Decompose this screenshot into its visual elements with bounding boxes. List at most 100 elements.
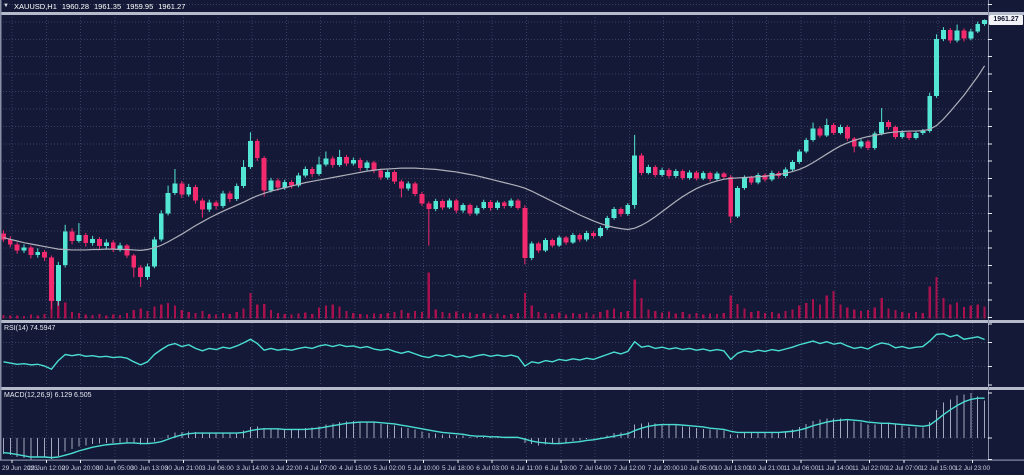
volume-bar: [578, 313, 581, 319]
ohlc-close: 1961.27: [158, 2, 186, 11]
bear-candle: [591, 232, 596, 236]
bull-candle: [796, 151, 802, 163]
volume-bar: [914, 312, 918, 319]
volume-bar: [956, 302, 959, 319]
time-axis[interactable]: 29 Jun 2023 29 Jun 12:00 29 Jun 20:00 30 Ju…: [0, 462, 1024, 475]
bear-candle: [357, 160, 363, 169]
volume-bar: [770, 312, 773, 319]
bull-candle: [879, 122, 885, 134]
volume-bar: [393, 312, 396, 319]
volume-bar: [805, 302, 808, 319]
volume-bar: [510, 313, 513, 319]
volume-bar: [592, 314, 595, 319]
pane-separator[interactable]: [0, 387, 1024, 390]
bull-candle: [913, 132, 919, 138]
bull-candle: [529, 243, 535, 259]
time-axis-label: 12 Jul 23:00: [954, 465, 991, 472]
bull-candle: [824, 125, 830, 136]
time-axis-border: [0, 459, 1024, 461]
pane-separator[interactable]: [0, 320, 1024, 323]
bull-candle: [62, 231, 68, 265]
bull-candle: [241, 166, 246, 187]
bull-candle: [899, 132, 905, 138]
volume-bar: [91, 314, 94, 319]
bull-candle: [90, 238, 96, 244]
bear-candle: [28, 247, 34, 256]
volume-bar: [180, 310, 183, 319]
volume-bar: [928, 286, 931, 319]
time-axis-label: 5 Jul 02:00: [373, 465, 406, 472]
volume-bar: [976, 304, 979, 319]
volume-bar: [187, 312, 190, 319]
bear-candle: [707, 173, 713, 180]
volume-bar: [537, 312, 540, 319]
volume-bar: [372, 313, 376, 319]
collapse-icon[interactable]: ▼: [3, 3, 9, 9]
volume-bar: [612, 308, 616, 319]
bull-candle: [742, 177, 747, 189]
bull-candle: [296, 175, 301, 186]
volume-bar: [386, 312, 389, 319]
volume-bar: [455, 311, 458, 319]
bull-candle: [460, 205, 466, 211]
volume-bar: [407, 312, 410, 319]
volume-bar: [763, 312, 767, 319]
bear-candle: [652, 166, 658, 175]
time-axis-label: 3 Jul 22:00: [270, 465, 303, 472]
volume-bar: [496, 313, 499, 319]
symbol-timeframe: XAUUSD,H1: [13, 2, 57, 11]
bear-candle: [199, 200, 205, 210]
bull-candle: [268, 180, 274, 191]
bear-candle: [577, 235, 583, 240]
bull-candle: [172, 183, 178, 193]
time-axis-label: 29 Jun 2023: [2, 465, 38, 472]
volume-bar: [475, 313, 478, 319]
bull-candle: [934, 39, 939, 97]
bear-candle: [680, 171, 686, 178]
volume-bar: [16, 315, 19, 319]
bull-candle: [103, 242, 109, 247]
volume-bar: [125, 312, 129, 319]
volume-bar: [585, 312, 588, 319]
bull-candle: [55, 264, 61, 302]
time-axis-label: 6 Jul 19:00: [544, 465, 577, 472]
pane-separator[interactable]: [0, 12, 1024, 15]
bear-candle: [639, 155, 644, 173]
bear-candle: [426, 203, 432, 210]
bull-candle: [364, 162, 370, 169]
time-axis-label: 7 Jul 04:00: [579, 465, 611, 472]
bear-candle: [398, 181, 404, 189]
volume-bar: [674, 313, 677, 319]
volume-bar: [962, 307, 966, 319]
time-axis-label: 6 Jul 11:00: [510, 465, 543, 472]
bull-candle: [433, 200, 439, 210]
volume-bar: [70, 312, 74, 319]
time-axis-label: 10 Jul 05:00: [680, 465, 716, 472]
bull-candle: [35, 252, 41, 256]
volume-bar: [29, 314, 32, 319]
volume-bar: [695, 312, 698, 319]
bull-candle: [405, 183, 411, 189]
bear-candle: [947, 30, 953, 41]
time-axis-label: 29 Jun 20:00: [61, 465, 100, 472]
volume-bar: [866, 310, 870, 319]
volume-bar: [420, 312, 424, 319]
volume-bar: [256, 304, 259, 319]
bear-candle: [124, 245, 130, 256]
bull-candle: [508, 200, 514, 207]
macd-signal-line: [3, 397, 985, 459]
volume-bar: [750, 312, 753, 319]
bear-candle: [453, 200, 459, 211]
bull-candle: [76, 235, 82, 241]
volume-bar: [297, 313, 300, 319]
price-axis[interactable]: 1964.901956.701952.701948.601944.501940.…: [988, 0, 1024, 462]
bull-candle: [151, 239, 157, 267]
bull-candle: [975, 24, 981, 32]
bear-candle: [378, 170, 384, 178]
bull-candle: [158, 213, 164, 240]
bear-candle: [371, 162, 377, 171]
bear-candle: [515, 200, 521, 208]
bear-candle: [330, 158, 336, 166]
